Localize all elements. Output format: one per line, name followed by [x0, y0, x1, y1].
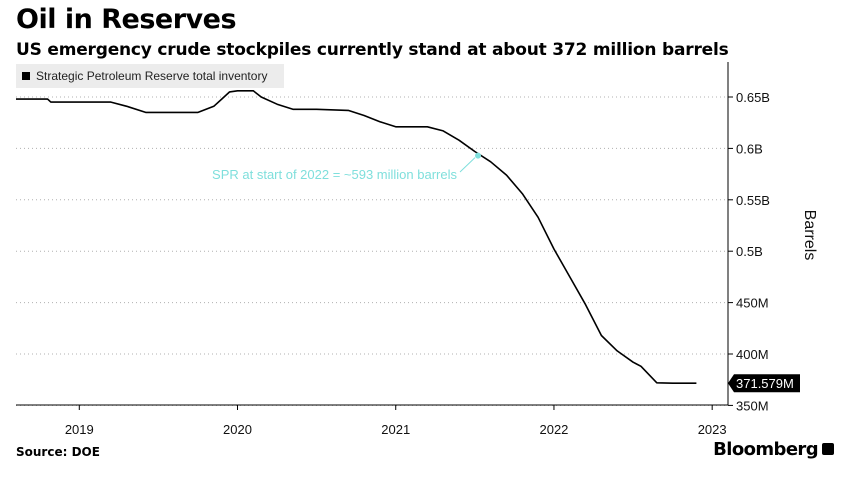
x-tick-label: 2022	[539, 422, 568, 437]
chart-subtitle: US emergency crude stockpiles currently …	[16, 40, 729, 60]
chart-title: Oil in Reserves	[16, 4, 237, 35]
legend-label: Strategic Petroleum Reserve total invent…	[36, 69, 268, 83]
annotation-label: SPR at start of 2022 = ~593 million barr…	[212, 167, 457, 182]
y-tick-label: 350M	[736, 398, 769, 413]
bloomberg-logo-icon	[822, 443, 834, 455]
x-tick-label: 2020	[223, 422, 252, 437]
annotation-leader	[459, 157, 476, 173]
x-tick-label: 2021	[381, 422, 410, 437]
y-tick-label: 0.6B	[736, 141, 763, 156]
y-tick-label: 0.5B	[736, 244, 763, 259]
last-value-label: 371.579M	[736, 376, 794, 391]
y-tick-label: 450M	[736, 296, 769, 311]
annotation-point	[475, 152, 482, 159]
last-value-tag	[728, 374, 800, 393]
x-tick-label: 2019	[65, 422, 94, 437]
y-axis-title: Barrels	[801, 210, 818, 261]
y-tick-label: 0.65B	[736, 90, 770, 105]
legend-swatch	[22, 72, 30, 80]
legend: Strategic Petroleum Reserve total invent…	[16, 64, 284, 88]
brand-name: Bloomberg	[713, 439, 818, 460]
series-line	[16, 90, 697, 385]
y-tick-label: 400M	[736, 347, 769, 362]
source-note: Source: DOE	[16, 445, 100, 459]
x-tick-label: 2023	[698, 422, 727, 437]
y-tick-label: 0.55B	[736, 193, 770, 208]
